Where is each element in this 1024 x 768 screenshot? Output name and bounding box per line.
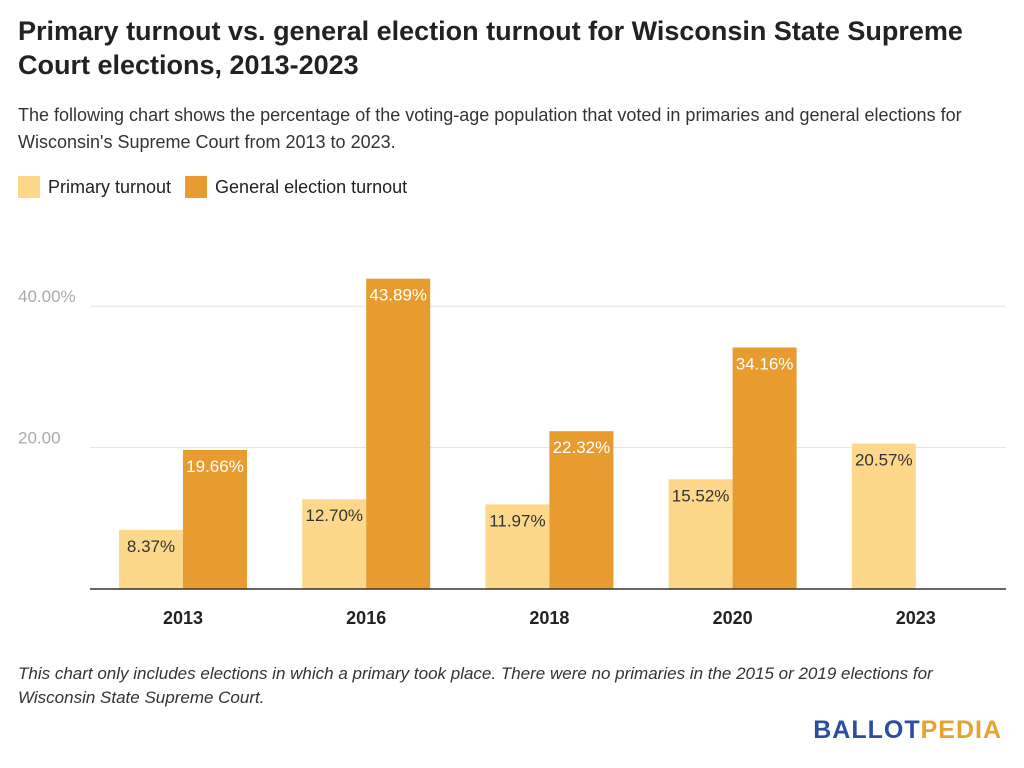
legend-item-primary: Primary turnout — [18, 176, 171, 198]
y-tick-label: 20.00 — [18, 429, 61, 448]
x-tick-label: 2018 — [529, 608, 569, 628]
data-label: 11.97% — [489, 511, 545, 530]
x-tick-label: 2020 — [713, 608, 753, 628]
data-label: 20.57% — [855, 451, 913, 470]
bar-general — [183, 450, 247, 589]
data-label: 34.16% — [736, 354, 794, 373]
ballotpedia-logo: BALLOTPEDIA — [813, 716, 1002, 745]
bar-general — [366, 278, 431, 589]
legend: Primary turnout General election turnout — [18, 176, 421, 198]
data-label: 22.32% — [553, 438, 611, 457]
bar-chart: 20.00 40.00% 8.37% 19.66% 2013 12.70% 43.89% 20… — [18, 278, 1006, 628]
chart-title: Primary turnout vs. general election tur… — [18, 16, 963, 80]
legend-swatch-general — [185, 176, 208, 198]
bar-general — [732, 347, 797, 589]
bar-primary — [851, 443, 916, 589]
data-label: 43.89% — [369, 286, 427, 305]
x-tick-label: 2013 — [163, 608, 203, 628]
y-tick-label: 40.00% — [18, 287, 76, 306]
bar-primary — [119, 529, 183, 589]
data-label: 15.52% — [672, 486, 730, 505]
logo-text-ballot: BALLOT — [813, 716, 921, 744]
bar-primary — [668, 479, 733, 589]
data-label: 19.66% — [186, 457, 244, 476]
bar-primary — [302, 499, 367, 589]
legend-swatch-primary — [18, 176, 40, 198]
chart-footnote: This chart only includes elections in wh… — [18, 664, 933, 707]
bar-primary — [485, 504, 550, 589]
data-label: 8.37% — [127, 537, 175, 556]
bar-general — [549, 431, 614, 589]
x-tick-label: 2023 — [896, 608, 936, 628]
legend-item-general: General election turnout — [185, 176, 407, 198]
logo-text-pedia: PEDIA — [920, 716, 1002, 744]
x-tick-label: 2016 — [346, 608, 386, 628]
legend-label-primary: Primary turnout — [48, 176, 172, 197]
data-label: 12.70% — [305, 506, 363, 525]
legend-label-general: General election turnout — [215, 176, 408, 197]
chart-subtitle: The following chart shows the percentage… — [18, 105, 962, 152]
